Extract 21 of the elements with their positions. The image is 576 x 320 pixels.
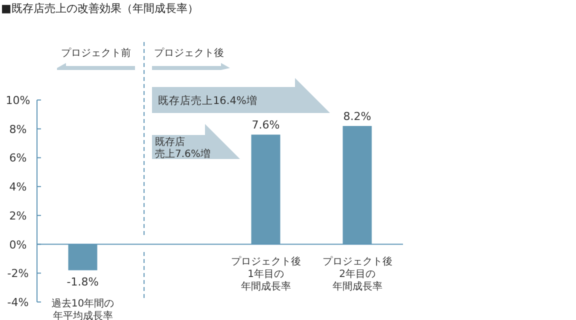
arrow-year1: 既存店売上7.6%増 [152,124,240,160]
y-tick-label: 6% [9,152,27,165]
data-label: 7.6% [252,118,280,132]
annotation: 既存店売上7.6%増 [155,136,210,160]
x-tick-label: プロジェクト後 1年目の 年間成長率 [230,255,301,292]
y-tick-label: -2% [7,267,29,280]
x-tick-label: 過去10年間の年平均成長率 [51,297,114,320]
arrow-after: プロジェクト後 [152,48,230,70]
chart-title: ■既存店売上の改善効果（年間成長率） [1,2,198,15]
y-tick-label: 10% [6,94,30,107]
x-tick-label: プロジェクト後2年目の年間成長率 [322,255,392,292]
data-label: 8.2% [343,110,372,123]
data-label: -1.8% [66,275,99,288]
annotation: 既存店売上16.4%増 [158,94,258,107]
y-tick-label: -4% [7,296,29,309]
y-tick-label: 2% [9,209,27,222]
y-tick-label: 0% [9,238,27,252]
arrow-before: プロジェクト前 [57,48,135,70]
y-tick-label: 8% [9,122,27,136]
y-tick-label: 4% [9,180,27,194]
arrow-total: 既存店売上16.4%増 [152,78,330,113]
